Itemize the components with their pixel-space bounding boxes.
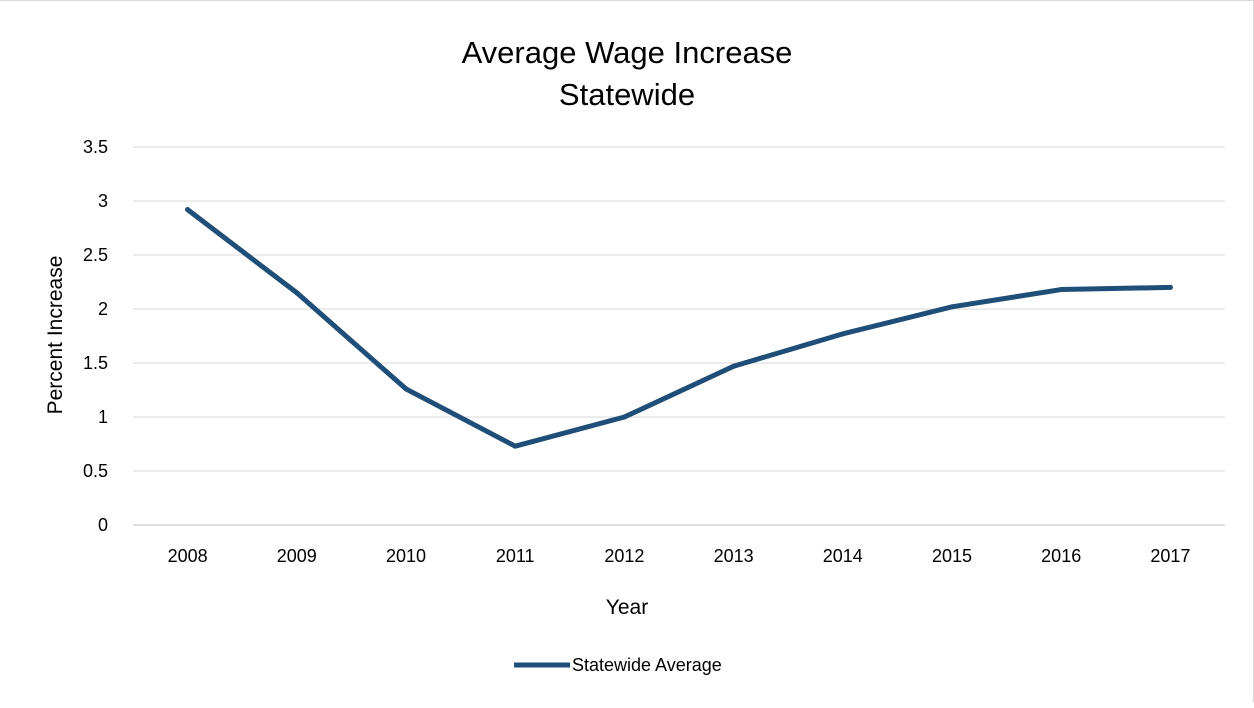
series-line-statewide-average	[185, 207, 1173, 449]
y-tick-label: 3.5	[83, 137, 108, 157]
y-tick-label: 1	[98, 407, 108, 427]
chart-title-line-2: Statewide	[559, 77, 695, 112]
data-point	[185, 207, 191, 213]
y-tick-label: 2	[98, 299, 108, 319]
x-axis-ticks: 2008 2009 2010 2011 2012 2013 2014 2015 2016 2017	[168, 546, 1191, 566]
x-tick-label: 2013	[714, 546, 754, 566]
data-point	[1167, 284, 1173, 290]
data-point	[731, 363, 737, 369]
data-point	[840, 331, 846, 337]
x-axis-title: Year	[606, 596, 648, 619]
x-tick-label: 2014	[823, 546, 863, 566]
series-layer	[185, 207, 1173, 449]
data-point	[294, 290, 300, 296]
legend: Statewide Average	[514, 655, 722, 675]
gridlines	[133, 146, 1225, 526]
x-tick-label: 2017	[1150, 546, 1190, 566]
x-tick-label: 2015	[932, 546, 972, 566]
legend-label-statewide-average: Statewide Average	[572, 655, 722, 675]
y-tick-label: 0.5	[83, 461, 108, 481]
data-point	[949, 304, 955, 310]
y-tick-label: 3	[98, 191, 108, 211]
x-tick-label: 2011	[496, 546, 535, 566]
chart-title-line-1: Average Wage Increase	[462, 35, 793, 70]
x-tick-label: 2016	[1041, 546, 1081, 566]
data-point	[1058, 287, 1064, 293]
y-tick-label: 2.5	[83, 245, 108, 265]
y-axis-title: Percent Increase	[44, 256, 67, 415]
data-point	[621, 414, 627, 420]
x-tick-label: 2008	[168, 546, 208, 566]
x-tick-label: 2012	[604, 546, 644, 566]
data-point	[403, 386, 409, 392]
x-tick-label: 2009	[277, 546, 317, 566]
data-point	[512, 443, 518, 449]
x-tick-label: 2010	[386, 546, 426, 566]
y-axis-ticks: 0 0.5 1 1.5 2 2.5 3 3.5	[83, 137, 108, 535]
y-tick-label: 0	[98, 515, 108, 535]
y-tick-label: 1.5	[83, 353, 108, 373]
